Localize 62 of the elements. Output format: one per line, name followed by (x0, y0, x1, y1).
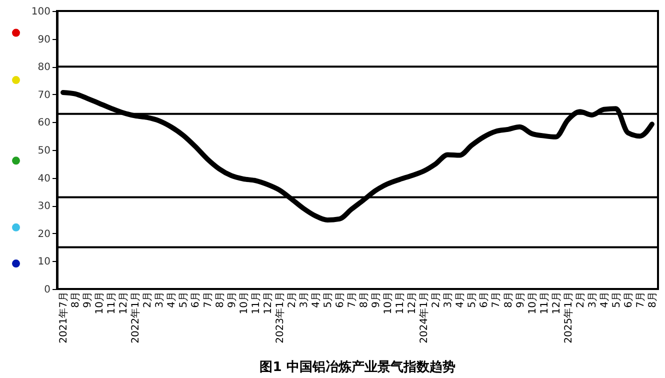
x-tick-label: 10月 (94, 292, 106, 314)
x-tick-label: 2月 (142, 292, 154, 308)
x-tick-label: 6月 (334, 292, 346, 308)
x-tick-label: 12月 (262, 292, 274, 314)
y-tick-label: 90 (38, 34, 50, 46)
x-tick-label: 2025年1月 (562, 292, 574, 344)
y-tick-label: 70 (38, 90, 50, 101)
x-tick-label: 3月 (443, 292, 454, 308)
x-tick-label: 11月 (106, 292, 118, 314)
x-tick-label: 7月 (635, 292, 646, 308)
x-tick-label: 3月 (154, 292, 166, 308)
x-tick-label: 4月 (455, 292, 466, 308)
x-tick-label: 2021年7月 (58, 292, 70, 344)
x-tick-label: 5月 (322, 292, 334, 308)
x-tick-label: 12月 (118, 292, 130, 314)
y-tick-label: 30 (38, 201, 50, 212)
x-tick-label: 2024年1月 (418, 292, 430, 344)
x-tick-label: 11月 (395, 292, 406, 314)
x-tick-label: 8月 (214, 292, 226, 308)
x-tick-label: 3月 (298, 292, 310, 308)
y-tick-label: 10 (38, 256, 50, 268)
x-tick-label: 10月 (527, 292, 538, 314)
x-tick-label: 6月 (190, 292, 202, 308)
x-tick-label: 8月 (70, 292, 82, 308)
text: 图1 中国铝冶炼产业景气指数趋势 (260, 358, 456, 375)
x-tick-label: 8月 (647, 292, 658, 308)
x-tick-label: 6月 (479, 292, 490, 308)
x-tick-label: 7月 (346, 292, 358, 308)
x-tick-label: 3月 (587, 292, 598, 308)
x-tick-label: 9月 (515, 292, 526, 308)
x-tick-label: 2022年1月 (130, 292, 142, 344)
x-tick-label: 11月 (539, 292, 550, 314)
x-tick-label: 6月 (623, 292, 634, 308)
y-tick-label: 20 (38, 228, 50, 240)
x-tick-label: 12月 (407, 292, 418, 314)
x-tick-label: 9月 (226, 292, 238, 308)
x-tick-label: 2月 (575, 292, 586, 308)
x-tick-label: 2月 (286, 292, 298, 308)
x-tick-label: 2月 (431, 292, 442, 308)
x-tick-label: 5月 (467, 292, 478, 308)
x-tick-label: 4月 (310, 292, 322, 308)
y-tick-label: 60 (38, 118, 50, 129)
x-tick-label: 9月 (82, 292, 94, 308)
x-tick-label: 4月 (166, 292, 178, 308)
x-tick-label: 5月 (611, 292, 622, 308)
x-tick-label: 5月 (178, 292, 190, 308)
y-tick-label: 100 (31, 6, 50, 18)
y-tick-label: 80 (38, 62, 50, 74)
x-tick-label: 7月 (491, 292, 502, 308)
y-tick-label: 0 (44, 284, 50, 296)
x-tick-label: 12月 (551, 292, 562, 314)
x-tick-label: 8月 (359, 292, 370, 308)
y-tick-label: 50 (38, 146, 50, 156)
x-tick-label: 2023年1月 (274, 292, 286, 344)
x-tick-label: 7月 (202, 292, 214, 308)
x-tick-label: 10月 (383, 292, 394, 314)
x-tick-label: 4月 (599, 292, 610, 308)
x-tick-label: 11月 (250, 292, 262, 314)
x-tick-label: 10月 (238, 292, 250, 314)
x-tick-label: 9月 (371, 292, 382, 308)
x-tick-label: 8月 (503, 292, 514, 308)
y-tick-label: 40 (38, 173, 50, 184)
